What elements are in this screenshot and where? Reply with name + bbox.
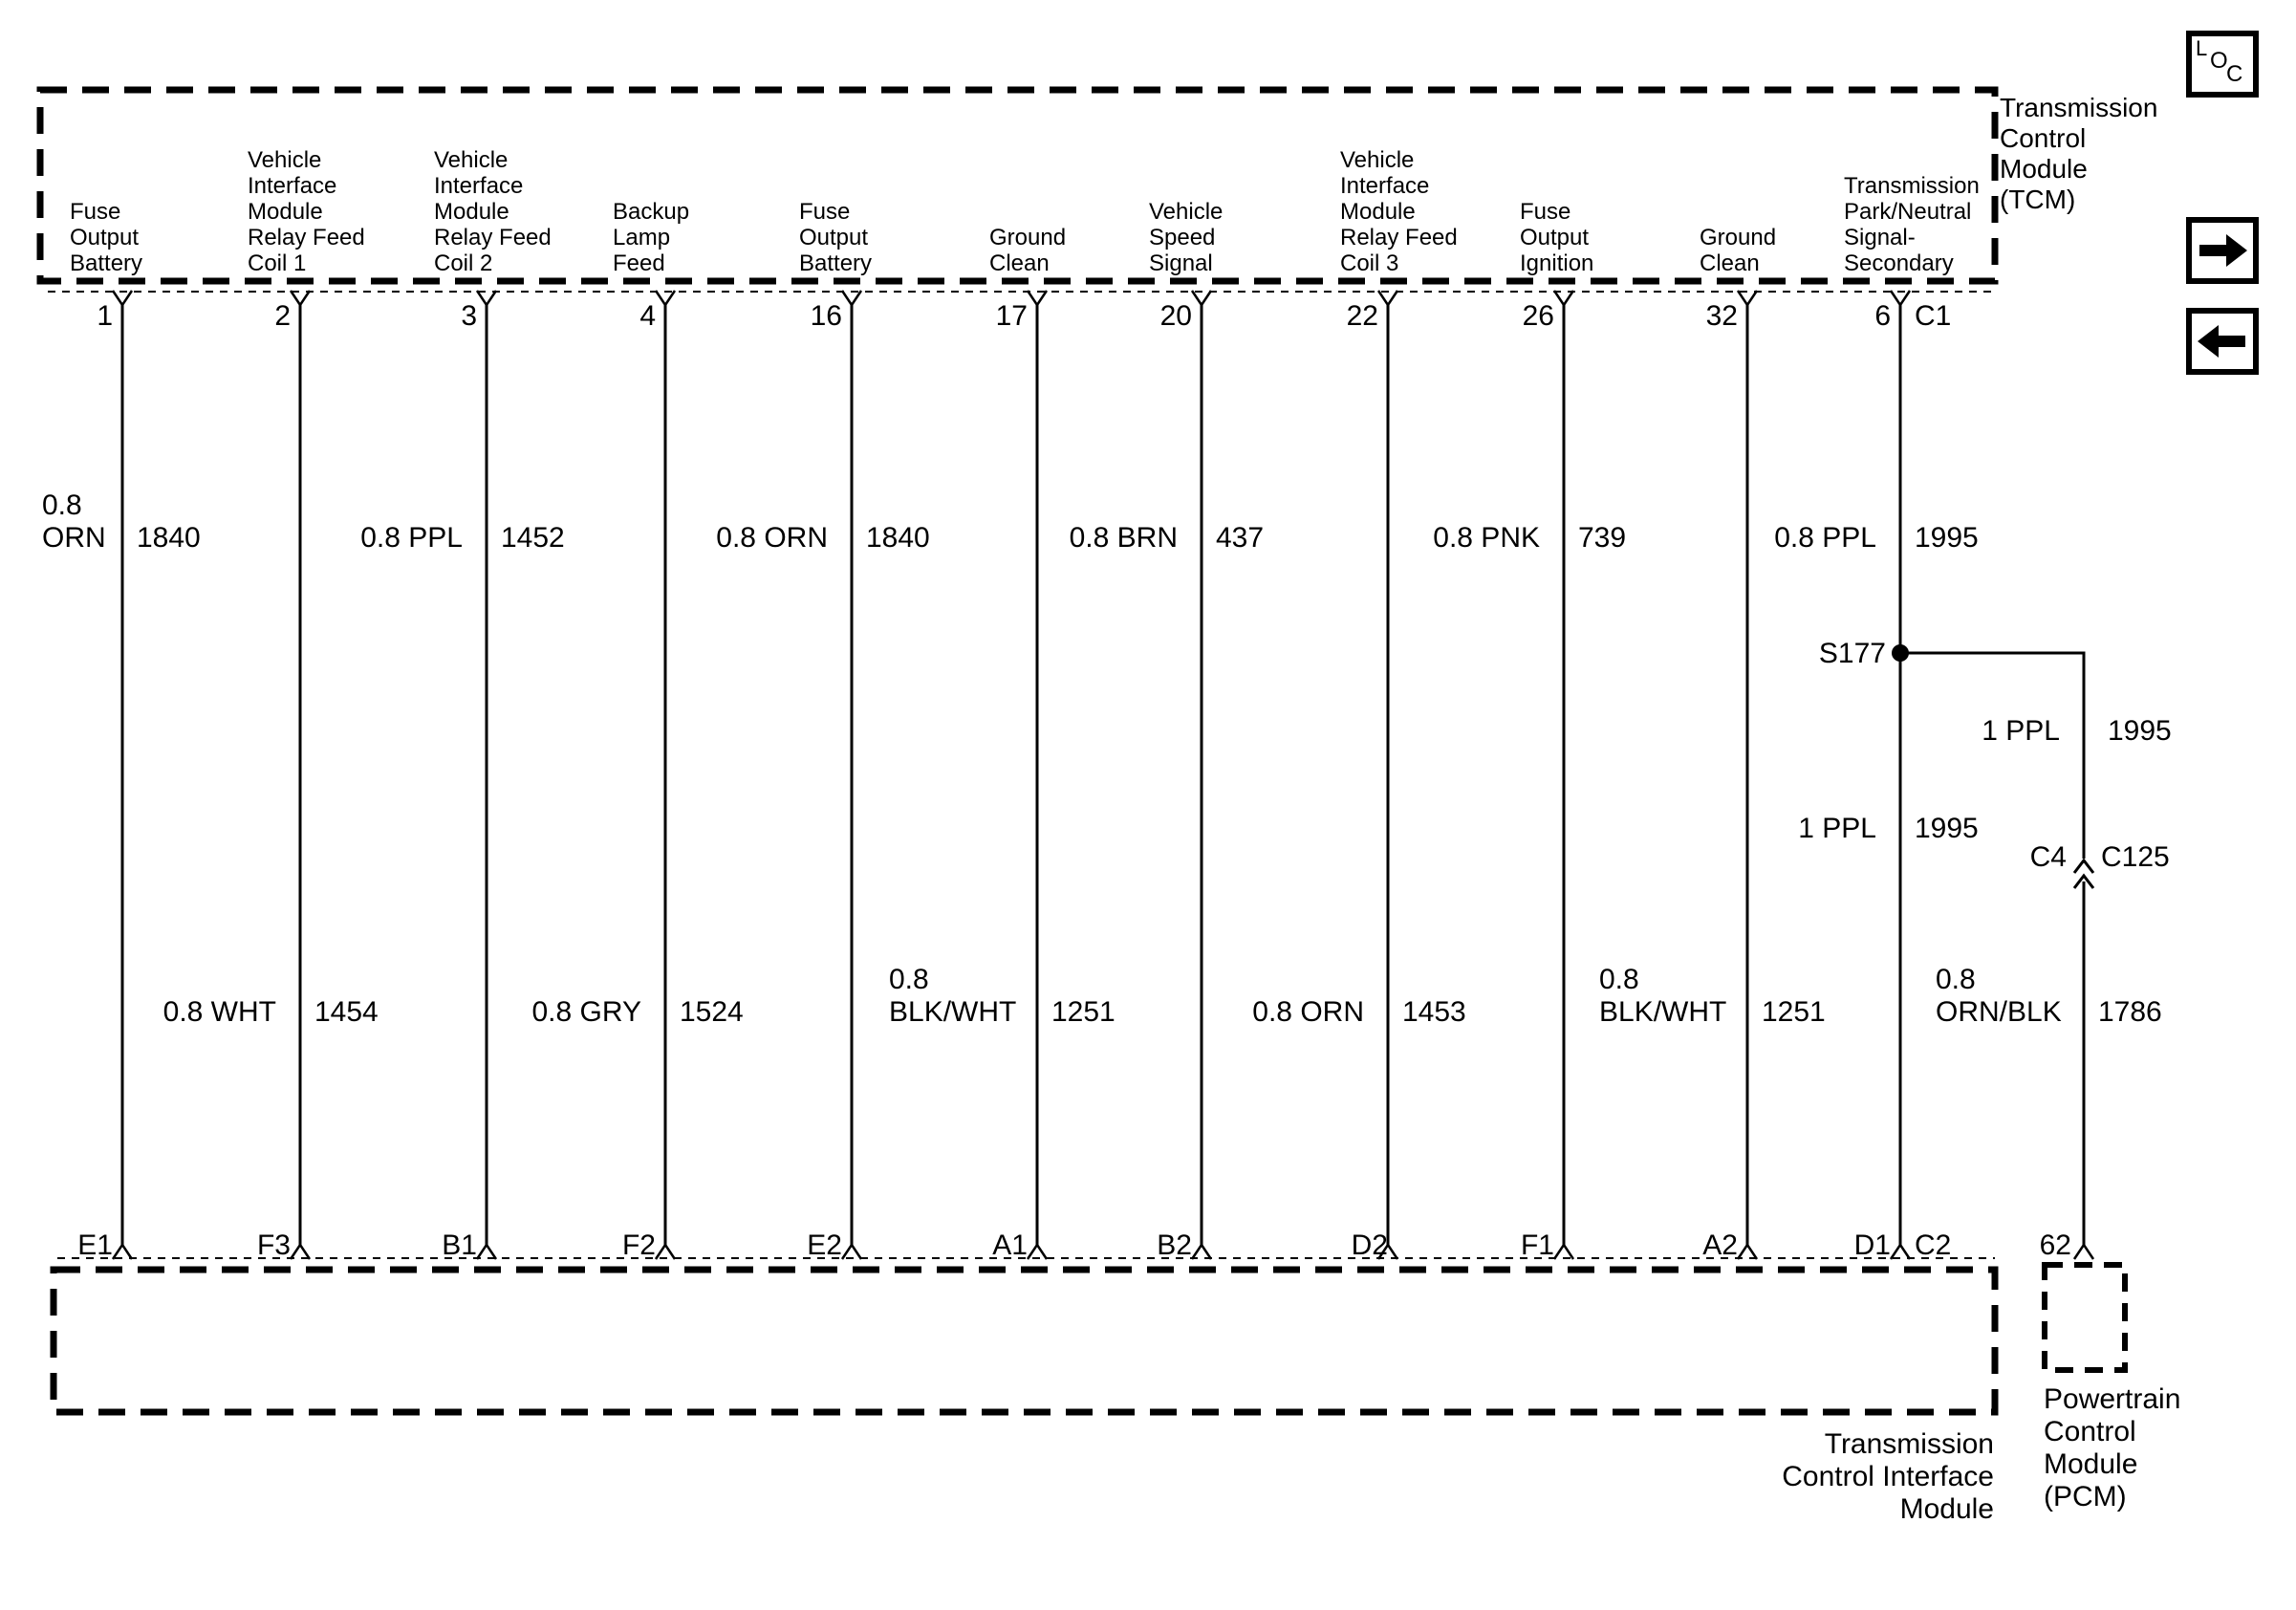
pin-function-label: Backup Lamp Feed [613,199,690,276]
tcim-pin-id: D1 [1853,1229,1891,1261]
wire-spec: 0.8 ORN [716,522,828,554]
wire-spec: 0.8 ORN [1252,996,1364,1028]
pin-function-label: Vehicle Interface Module Relay Feed Coil… [434,147,552,276]
pin-function-label: Fuse Output Battery [70,199,143,276]
pin-function-label: Transmission Park/Neutral Signal- Second… [1844,173,1980,276]
pin-symbols-bottom [111,1242,2095,1260]
loc-button[interactable]: L O C [2186,31,2259,98]
pin-function-label: Fuse Output Ignition [1520,199,1594,276]
pin-symbols-top [111,290,1912,308]
tcm-pin-number: 4 [639,300,656,332]
tcm-connector-id: C1 [1915,300,1952,332]
splice-id: S177 [1818,638,1886,669]
pcm-box-outline [2042,1262,2128,1373]
wire-circuit: 1995 [1915,522,1979,554]
inline-connector-id: C4 [2029,841,2067,873]
wire-spec: 0.8 ORN [42,490,106,554]
wire-spec: 0.8 BLK/WHT [1599,964,1727,1028]
wire-spec: 0.8 PPL [360,522,463,554]
wire-circuit: 739 [1578,522,1627,554]
tcim-module-label: Transmission Control Interface Module [1782,1428,1994,1525]
loc-letter-o: O [2210,48,2228,74]
inline-connector-symbol [2072,858,2095,889]
wire-circuit: 1454 [314,996,379,1028]
tcm-pin-number: 16 [810,300,842,332]
loc-letter-l: L [2196,36,2208,60]
tcim-box-outline [50,1266,1999,1416]
wire-circuit: 1452 [501,522,565,554]
tcim-pin-id: F2 [621,1229,656,1261]
tcim-pin-id: D2 [1351,1229,1388,1261]
tcm-pin-number: 6 [1874,300,1891,332]
wire-circuit: 1453 [1402,996,1466,1028]
tcim-pin-id: A1 [992,1229,1028,1261]
pin-function-label: Vehicle Speed Signal [1149,199,1224,276]
next-page-button[interactable] [2186,217,2259,284]
wires [120,305,1902,1245]
pin-function-label: Vehicle Interface Module Relay Feed Coil… [248,147,365,276]
wire-spec: 1 PPL [1982,715,2060,747]
tcm-box-outline [36,86,1999,285]
tcm-pin-number: 22 [1346,300,1378,332]
wire-circuit: 1995 [1915,813,1979,844]
tcm-module-label: Transmission Control Module (TCM) [2000,93,2158,214]
tcm-pin-number: 3 [461,300,477,332]
wire-circuit: 1840 [866,522,930,554]
pin-function-label: Fuse Output Battery [799,199,873,276]
wire-spec: 0.8 ORN/BLK [1936,964,2062,1028]
tcim-connector-id: C2 [1915,1229,1952,1261]
inline-connector-id: C125 [2101,841,2170,873]
tcm-pin-number: 17 [995,300,1028,332]
wire-circuit: 1251 [1762,996,1826,1028]
wire-spec: 0.8 BLK/WHT [889,964,1017,1028]
wire-circuit: 1786 [2098,996,2162,1028]
wire-circuit: 1251 [1051,996,1116,1028]
wire-circuit: 437 [1216,522,1265,554]
wire-circuit: 1995 [2108,715,2172,747]
tcim-pin-id: B2 [1157,1229,1192,1261]
wire-spec: 0.8 BRN [1069,522,1178,554]
tcim-pin-id: E1 [77,1229,113,1261]
wire-circuit: 1524 [680,996,744,1028]
tcim-pin-id: F1 [1520,1229,1554,1261]
wire-spec: 0.8 PPL [1774,522,1876,554]
tcim-pin-id: F3 [256,1229,291,1261]
wire-spec: 0.8 PNK [1433,522,1540,554]
wire-circuit: 1840 [137,522,201,554]
arrow-right-icon [2199,234,2247,267]
wire-spec: 1 PPL [1798,813,1876,844]
pin-function-label: Vehicle Interface Module Relay Feed Coil… [1340,147,1458,276]
pin-function-label: Ground Clean [1700,225,1777,276]
tcm-pin-number: 2 [274,300,291,332]
arrow-left-icon [2198,325,2245,358]
tcim-pin-id: B1 [442,1229,477,1261]
tcm-pin-number: 20 [1159,300,1192,332]
splice-branch [1892,644,2086,1245]
pcm-module-label: Powertrain Control Module (PCM) [2044,1383,2181,1512]
pcm-pin-number: 62 [2039,1229,2071,1261]
wire-spec: 0.8 GRY [531,996,641,1028]
wire-spec: 0.8 WHT [162,996,276,1028]
tcim-pin-id: E2 [807,1229,842,1261]
loc-letter-c: C [2226,61,2243,87]
previous-page-button[interactable] [2186,308,2259,375]
pin-function-label: Ground Clean [989,225,1067,276]
tcm-pin-number: 26 [1522,300,1554,332]
tcm-pin-number: 1 [97,300,113,332]
tcim-pin-id: A2 [1702,1229,1738,1261]
tcm-pin-number: 32 [1705,300,1738,332]
